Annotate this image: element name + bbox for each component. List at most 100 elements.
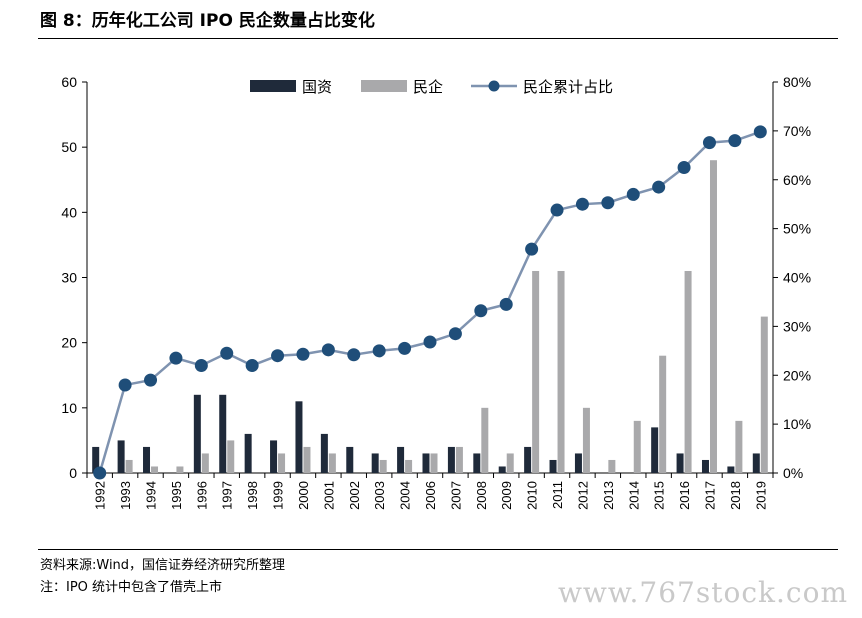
y-right-tick-label: 30% (783, 318, 811, 334)
y-right-tick-label: 70% (783, 123, 811, 139)
ratio-point (245, 358, 259, 372)
legend-swatch-private (361, 80, 407, 92)
bar-state (727, 466, 735, 473)
bar-private (557, 270, 565, 473)
bar-private (227, 440, 235, 473)
y-right-tick-label: 80% (783, 74, 811, 90)
ratio-point (347, 348, 361, 362)
x-tick-label: 2001 (321, 481, 336, 510)
ratio-point (144, 373, 158, 387)
x-tick-label: 1999 (271, 481, 286, 510)
bar-private (582, 407, 590, 473)
title-divider (38, 38, 838, 39)
bar-private (405, 459, 413, 473)
y-right-tick-label: 0% (783, 465, 803, 481)
bar-state (447, 446, 455, 473)
bar-state (524, 446, 532, 473)
bar-private (176, 466, 184, 473)
bar-state (651, 427, 659, 473)
bar-state (92, 446, 100, 473)
ratio-point (372, 344, 386, 358)
ratio-point (398, 341, 412, 355)
ratio-point (194, 358, 208, 372)
ratio-point (448, 327, 462, 341)
x-tick-label: 2013 (601, 481, 616, 510)
y-left-tick-label: 60 (61, 74, 77, 90)
x-tick-label: 2012 (575, 481, 590, 510)
y-left-tick-label: 30 (61, 270, 77, 286)
footer-divider (38, 549, 838, 550)
x-tick-label: 1992 (93, 481, 108, 510)
bar-private (481, 407, 489, 473)
x-tick-label: 2011 (550, 481, 565, 509)
x-tick-label: 2004 (398, 481, 413, 510)
bar-state (295, 401, 303, 473)
bar-private (633, 420, 641, 473)
x-tick-label: 2008 (474, 481, 489, 510)
bar-private (709, 160, 717, 473)
x-tick-label: 1996 (194, 481, 209, 510)
bar-private (303, 446, 311, 473)
bar-state (498, 466, 506, 473)
footnote: 注：IPO 统计中包含了借壳上市 (40, 580, 223, 595)
x-tick-label: 1998 (245, 481, 260, 510)
ratio-point (499, 297, 513, 311)
ratio-point (702, 136, 716, 150)
ratio-point (296, 347, 310, 361)
ratio-point (169, 351, 183, 365)
bar-state (473, 453, 481, 473)
x-tick-label: 1994 (144, 481, 159, 510)
bar-state (193, 394, 201, 473)
legend-label-state: 国资 (302, 78, 332, 96)
bar-private (760, 316, 768, 473)
x-tick-label: 2002 (347, 481, 362, 510)
x-tick-label: 2009 (499, 481, 514, 510)
ratio-point (753, 125, 767, 139)
x-tick-label: 2015 (652, 481, 667, 510)
bar-state (676, 453, 684, 473)
y-left-tick-label: 50 (61, 139, 77, 155)
y-right-tick-label: 20% (783, 367, 811, 383)
bar-private (328, 453, 336, 473)
bar-state (397, 446, 405, 473)
x-tick-label: 2014 (626, 481, 641, 510)
source-note: 资料来源:Wind，国信证券经济研究所整理 (40, 558, 286, 573)
x-tick-label: 2003 (372, 481, 387, 510)
bar-state (143, 446, 151, 473)
x-tick-label: 1997 (220, 481, 235, 510)
ratio-point (423, 335, 437, 349)
y-left-tick-label: 10 (61, 400, 77, 416)
ratio-point (677, 161, 691, 175)
y-right-tick-label: 60% (783, 172, 811, 188)
bar-state (219, 394, 227, 473)
bar-private (684, 270, 692, 473)
ratio-point (93, 466, 107, 480)
bar-state (117, 440, 125, 473)
x-tick-label: 2010 (525, 481, 540, 510)
ratio-point (271, 349, 285, 363)
watermark: www.767stock.com (557, 576, 848, 609)
x-tick-label: 2000 (296, 481, 311, 510)
ratio-point (652, 180, 666, 194)
bar-state (244, 433, 252, 473)
bar-state (701, 459, 709, 473)
ratio-point (728, 134, 742, 148)
x-tick-label: 2019 (753, 481, 768, 510)
ratio-point (550, 203, 564, 217)
y-left-tick-label: 0 (69, 465, 77, 481)
y-left-tick-label: 20 (61, 335, 77, 351)
bar-private (151, 466, 159, 473)
bar-state (574, 453, 582, 473)
bar-state (422, 453, 430, 473)
bar-state (371, 453, 379, 473)
bar-private (506, 453, 514, 473)
ratio-point (601, 196, 615, 210)
chart-title: 图 8：历年化工公司 IPO 民企数量占比变化 (40, 11, 375, 31)
bar-state (270, 440, 278, 473)
bar-private (430, 453, 438, 473)
x-tick-label: 2016 (677, 481, 692, 510)
x-tick-label: 2018 (728, 481, 743, 510)
ratio-point (525, 242, 539, 256)
bar-private (608, 459, 616, 473)
